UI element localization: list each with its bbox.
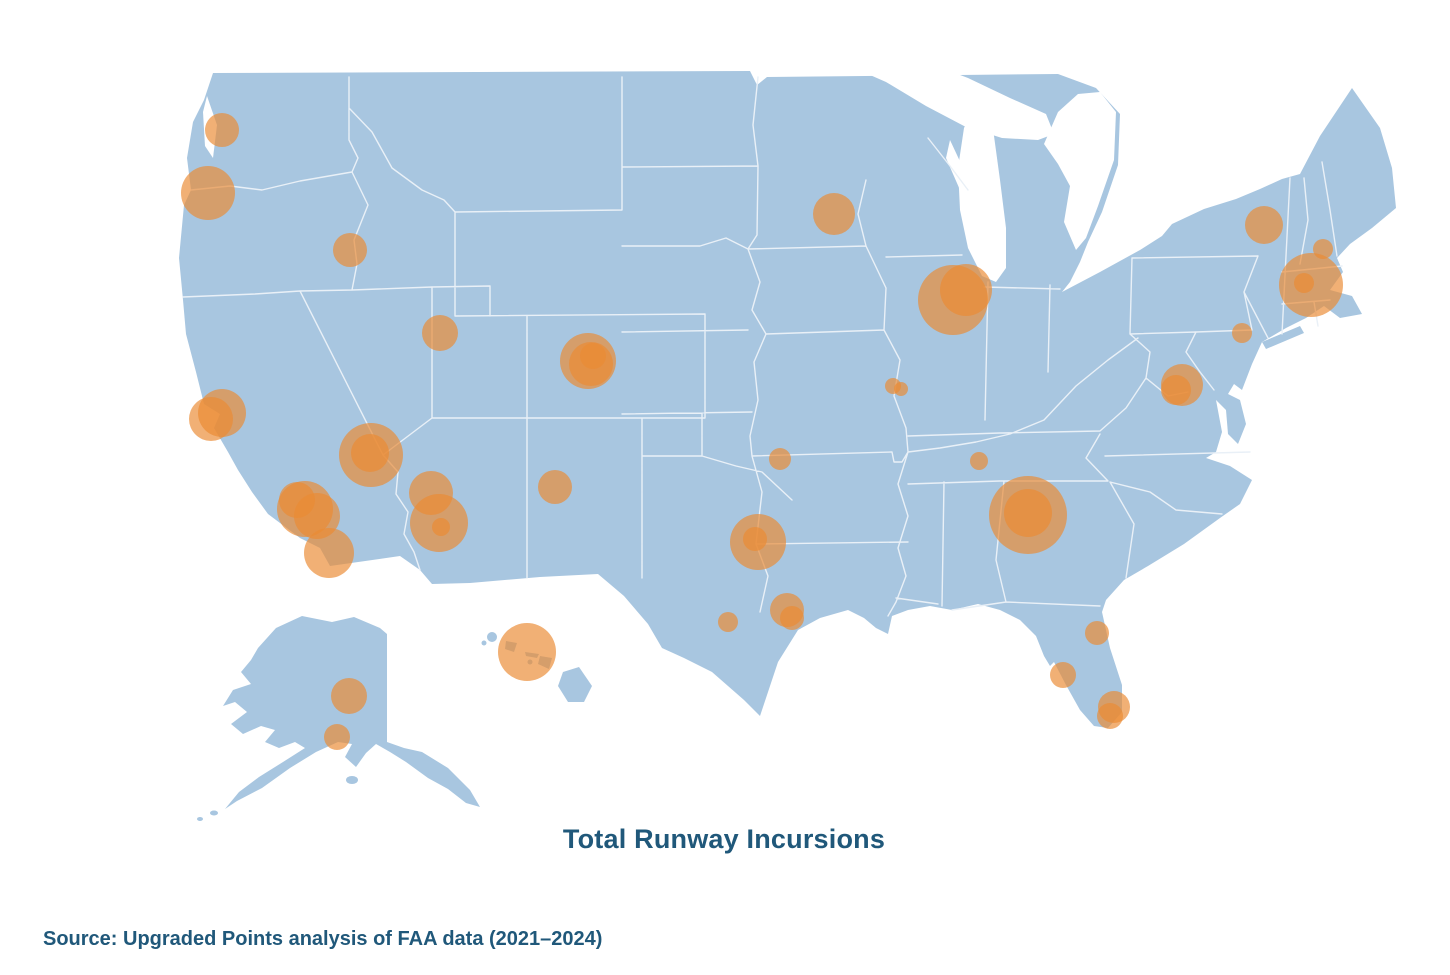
incursion-bubble-29-dallas: [743, 527, 767, 551]
hawaii-island-shape: [487, 632, 497, 642]
incursion-bubble-43-albany: [1245, 206, 1283, 244]
hawaii-island-shape: [481, 640, 487, 646]
aleutian-island-shape: [210, 810, 218, 816]
chart-title: Total Runway Incursions: [562, 824, 886, 854]
incursion-bubble-22-minneapolis: [813, 193, 855, 235]
incursion-bubble-33-nashville: [970, 452, 988, 470]
incursion-bubble-39-miami: [1097, 703, 1123, 729]
lake-superior-shape: [845, 62, 1054, 140]
kodiak-island-shape: [346, 776, 358, 784]
incursion-bubble-46-boston: [1294, 273, 1314, 293]
incursion-bubble-18-albuquerque: [538, 470, 572, 504]
incursion-bubble-10-las-vegas: [351, 434, 389, 472]
incursion-bubble-8-san-francisco-bay: [189, 397, 233, 441]
incursion-bubble-42-new-york: [1232, 323, 1252, 343]
incursion-bubble-13-los-angeles: [279, 482, 315, 518]
state-borders: [182, 76, 1343, 617]
incursion-bubble-30-san-antonio: [718, 612, 738, 632]
incursion-bubble-6-denver: [580, 343, 606, 369]
incursion-bubble-24-chicago: [940, 264, 992, 316]
aleutian-island-shape: [197, 817, 203, 821]
incursion-bubble-19-fairbanks: [331, 678, 367, 714]
hawaii-island-shape: [558, 667, 592, 702]
incursion-bubble-20-anchorage: [324, 724, 350, 750]
incursion-bubble-37-tampa: [1050, 662, 1076, 688]
incursion-bubble-1-portland: [181, 166, 235, 220]
green-bay-shape: [946, 140, 970, 196]
incursion-bubble-27-oklahoma-city: [769, 448, 791, 470]
lake-huron-shape: [1044, 92, 1116, 250]
incursion-bubble-14-san-diego: [304, 528, 354, 578]
incursion-bubble-26-st-louis: [894, 382, 908, 396]
incursion-bubble-0-seattle: [205, 113, 239, 147]
incursion-bubble-32-houston: [780, 606, 804, 630]
long-island-shape: [1262, 326, 1304, 349]
incursion-bubble-36-jacksonville: [1085, 621, 1109, 645]
lake-michigan-shape: [958, 98, 1006, 282]
us-mainland-shape: [179, 71, 1396, 728]
incursion-bubble-17-phoenix: [432, 518, 450, 536]
source-note: Source: Upgraded Points analysis of FAA …: [43, 928, 603, 950]
incursion-bubble-2-boise: [333, 233, 367, 267]
incursion-bubble-41-washington-dc: [1161, 375, 1191, 405]
bubble-layer: [181, 113, 1343, 750]
incursion-bubble-35-atlanta: [1004, 489, 1052, 537]
incursion-bubble-3-salt-lake-city: [422, 315, 458, 351]
incursion-bubble-21-honolulu: [498, 623, 556, 681]
